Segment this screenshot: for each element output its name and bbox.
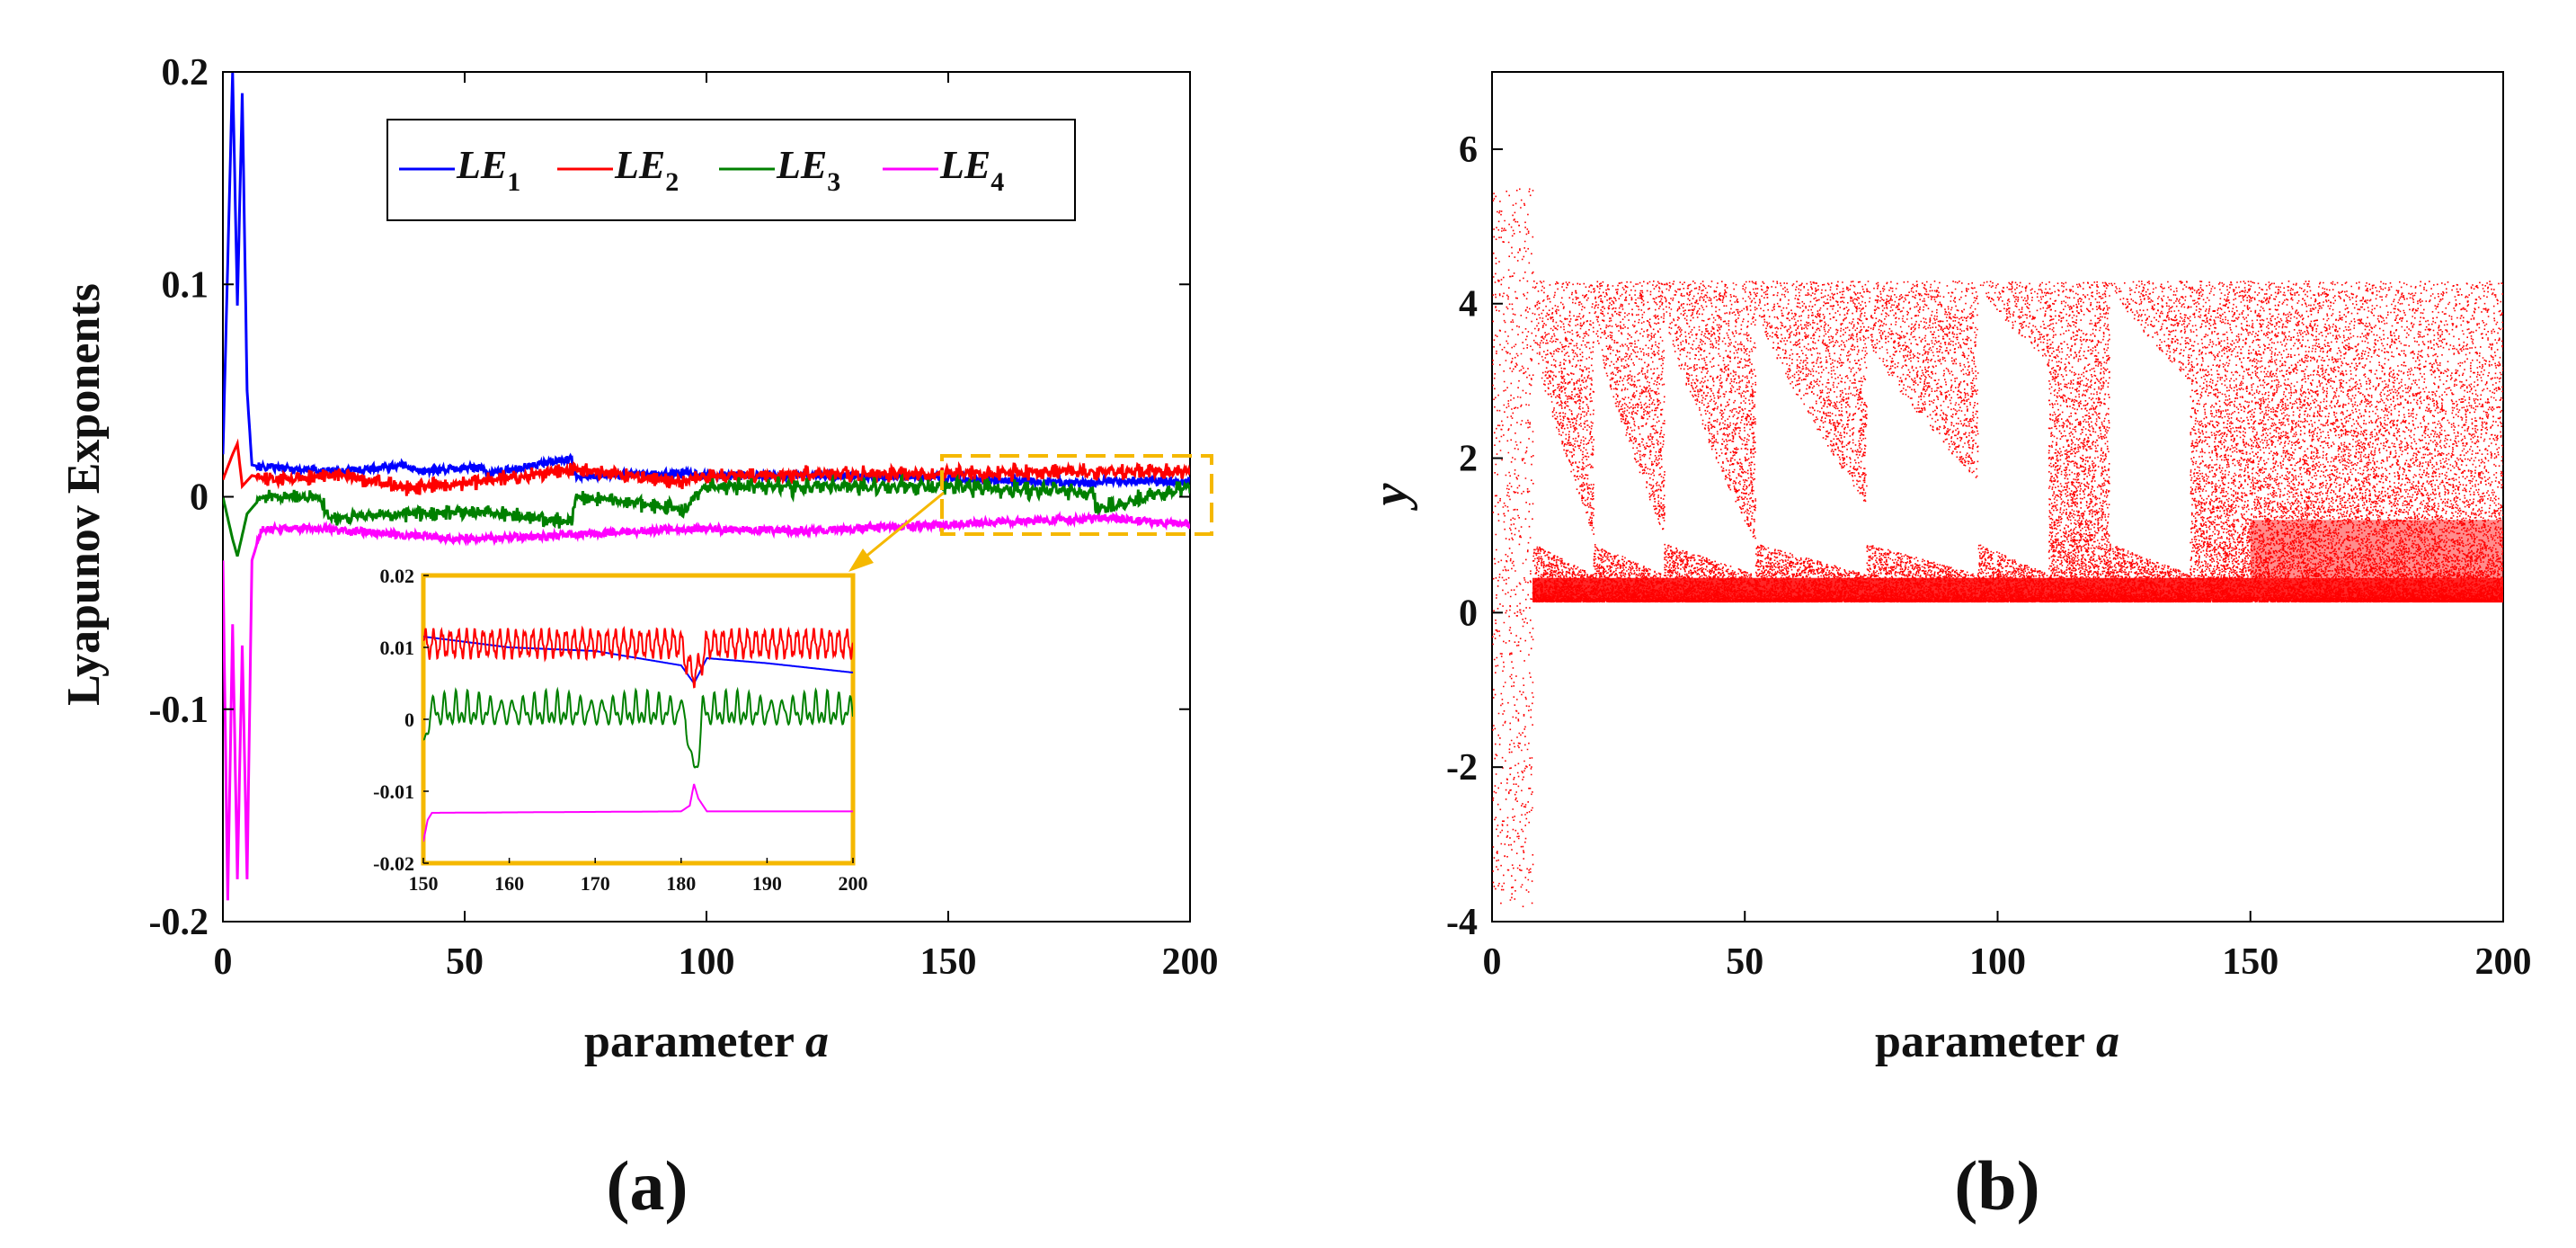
bifurcation-dense-band	[1532, 577, 2503, 602]
x-tick-label: 200	[2475, 941, 2532, 983]
inset-series-le3-line	[423, 686, 853, 769]
y-axis-label-b: y	[1363, 482, 1418, 511]
legend-label-le2: LE2	[614, 143, 679, 197]
inset-x-tick-label: 190	[752, 872, 782, 895]
axis-ticks-b: 0 50 100 150 200 -4 -2 0 2 4 6	[1446, 129, 2532, 983]
inset-y-tick-label: -0.01	[373, 780, 414, 803]
series-le3-line	[223, 473, 1190, 557]
series-le2-line	[223, 438, 1190, 496]
lyapunov-series-group	[223, 72, 1190, 901]
inset-series-le4-line	[423, 783, 853, 842]
y-tick-label: 0	[190, 477, 209, 519]
x-tick-label: 0	[1483, 941, 1502, 983]
series-le1-line	[223, 72, 1190, 492]
y-tick-label: -0.2	[149, 902, 209, 943]
inset-y-tick-label: 0.02	[380, 565, 415, 587]
y-tick-label: -2	[1446, 747, 1478, 789]
inset-x-tick-label: 160	[494, 872, 524, 895]
x-axis-label-a: parameter a	[584, 1016, 829, 1067]
y-tick-label: 0	[1459, 593, 1478, 634]
y-tick-label: 0.1	[162, 264, 209, 306]
x-tick-label: 50	[1726, 941, 1763, 983]
bifurcation-scatter	[1492, 188, 2503, 907]
inset-y-tick-label: -0.02	[373, 852, 414, 875]
legend-label-le1: LE1	[456, 143, 520, 197]
y-tick-label: -0.1	[149, 690, 209, 731]
inset-y-tick-label: 0	[404, 709, 414, 731]
legend-label-le3: LE3	[776, 143, 840, 197]
legend: LE1 LE2 LE3 LE4	[386, 119, 1076, 221]
y-tick-label: 2	[1459, 439, 1478, 480]
y-tick-label: 0.2	[162, 52, 209, 94]
legend-label-le4: LE4	[939, 143, 1004, 197]
lyapunov-exponents-chart: 0 50 100 150 200 -0.2 -0.1 0 0.1 0.2 LE1 LE2 LE3 LE4…	[58, 52, 1219, 1225]
inset-x-tick-label: 150	[409, 872, 439, 895]
series-le4-line	[223, 511, 1190, 901]
bifurcation-dense-band-upper	[2250, 520, 2503, 578]
x-tick-label: 100	[1969, 941, 2026, 983]
inset-series-group	[423, 625, 853, 842]
panel-label-a: (a)	[607, 1146, 688, 1225]
panel-label-b: (b)	[1954, 1146, 2039, 1225]
x-tick-label: 50	[446, 941, 484, 983]
x-tick-label: 200	[1162, 941, 1219, 983]
zoom-arrow-head	[848, 548, 874, 572]
axis-ticks-a: 0 50 100 150 200 -0.2 -0.1 0 0.1 0.2	[149, 52, 1219, 983]
x-axis-label-b: parameter a	[1875, 1016, 2119, 1067]
inset-x-tick-label: 180	[666, 872, 696, 895]
plot-frame-b	[1491, 71, 2504, 923]
x-tick-label: 100	[679, 941, 735, 983]
zoom-arrow-line	[864, 491, 945, 559]
inset-series-le2-line	[423, 625, 853, 689]
inset-chart: 150 160 170 180 190 200 -0.02 -0.01 0 0.01 0.02	[373, 565, 867, 895]
y-tick-label: 6	[1459, 129, 1478, 171]
inset-axis-ticks: 150 160 170 180 190 200 -0.02 -0.01 0 0.01 0.02	[373, 565, 867, 895]
zoom-region-box	[940, 454, 1213, 536]
x-tick-label: 150	[2222, 941, 2278, 983]
bifurcation-diagram-chart: 0 50 100 150 200 -4 -2 0 2 4 6 parameter a y (b)	[1363, 71, 2532, 1225]
y-axis-label-a: Lyapunov Exponents	[58, 283, 110, 706]
bifurcation-points	[1492, 188, 2503, 907]
y-tick-label: 4	[1459, 284, 1478, 325]
inset-y-tick-label: 0.01	[380, 637, 415, 659]
x-tick-label: 150	[920, 941, 977, 983]
inset-x-tick-label: 170	[581, 872, 610, 895]
inset-x-tick-label: 200	[839, 872, 868, 895]
y-tick-label: -4	[1446, 902, 1478, 943]
inset-series-le1-line	[423, 636, 853, 685]
x-tick-label: 0	[214, 941, 233, 983]
